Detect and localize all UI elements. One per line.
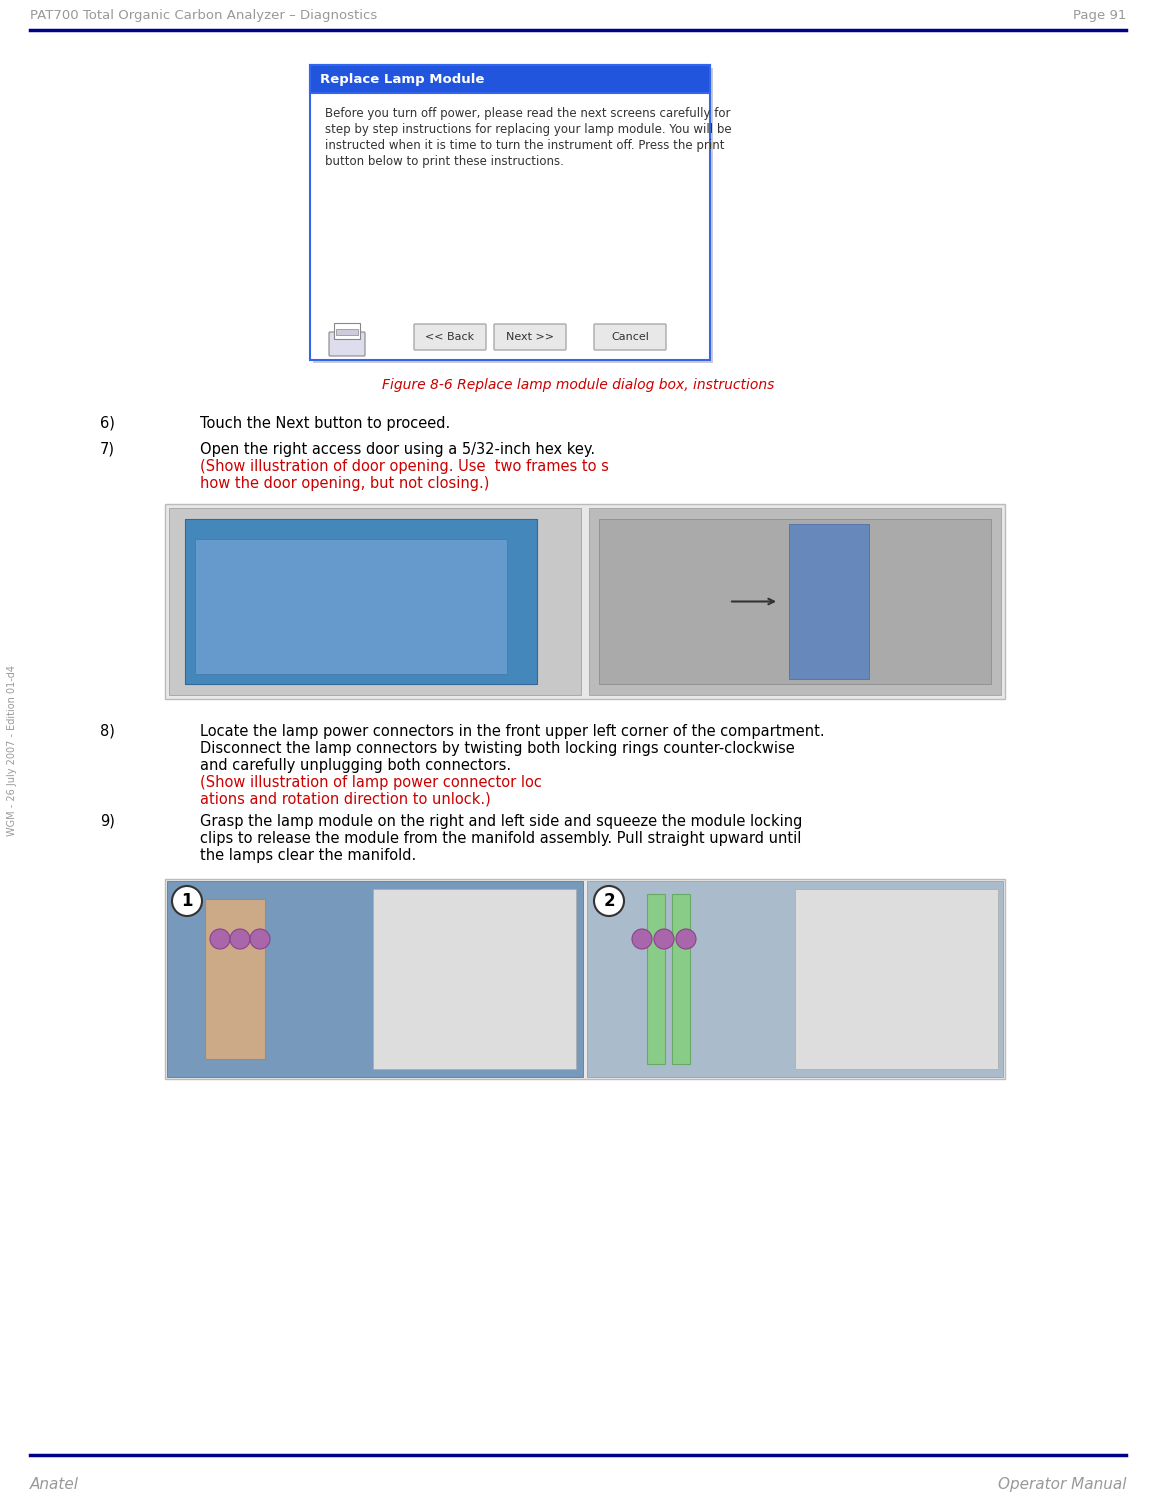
Text: Operator Manual: Operator Manual — [998, 1477, 1126, 1492]
Text: and carefully unplugging both connectors.: and carefully unplugging both connectors… — [200, 758, 516, 773]
Text: how the door opening, but not closing.): how the door opening, but not closing.) — [200, 475, 489, 490]
Bar — [313, 67, 713, 363]
Bar — [169, 508, 581, 695]
Text: Next >>: Next >> — [506, 332, 554, 342]
Bar — [587, 881, 1003, 1076]
Bar — [599, 519, 991, 685]
Bar — [336, 329, 358, 335]
Text: clips to release the module from the manifold assembly. Pull straight upward unt: clips to release the module from the man… — [200, 831, 801, 846]
Text: Figure 8-6 Replace lamp module dialog box, instructions: Figure 8-6 Replace lamp module dialog bo… — [381, 378, 775, 392]
Text: WGM - 26 July 2007 - Edition 01-d4: WGM - 26 July 2007 - Edition 01-d4 — [7, 664, 17, 836]
Text: Touch the Next button to proceed.: Touch the Next button to proceed. — [200, 416, 450, 431]
Circle shape — [676, 928, 696, 949]
Bar — [195, 540, 507, 674]
Text: instructed when it is time to turn the instrument off. Press the print: instructed when it is time to turn the i… — [325, 139, 725, 152]
Circle shape — [654, 928, 674, 949]
Text: the lamps clear the manifold.: the lamps clear the manifold. — [200, 848, 416, 863]
Bar — [205, 898, 265, 1058]
Text: Anatel: Anatel — [30, 1477, 79, 1492]
Text: 2: 2 — [603, 893, 615, 910]
Text: button below to print these instructions.: button below to print these instructions… — [325, 155, 564, 167]
Text: Cancel: Cancel — [612, 332, 649, 342]
Text: 9): 9) — [101, 813, 114, 830]
Bar — [165, 879, 1005, 1079]
FancyBboxPatch shape — [329, 332, 365, 356]
Text: Page 91: Page 91 — [1073, 9, 1126, 22]
Text: (Show illustration of lamp power connector loc: (Show illustration of lamp power connect… — [200, 774, 542, 789]
Bar — [590, 508, 1001, 695]
Bar — [165, 504, 1005, 700]
Text: 1: 1 — [181, 893, 193, 910]
Text: 6): 6) — [101, 416, 114, 431]
Text: Before you turn off power, please read the next screens carefully for: Before you turn off power, please read t… — [325, 108, 731, 120]
Text: Disconnect the lamp connectors by twisting both locking rings counter-clockwise: Disconnect the lamp connectors by twisti… — [200, 742, 795, 756]
Circle shape — [632, 928, 652, 949]
Circle shape — [210, 928, 230, 949]
Text: << Back: << Back — [425, 332, 475, 342]
Bar — [310, 64, 710, 360]
Text: Replace Lamp Module: Replace Lamp Module — [320, 72, 484, 85]
Circle shape — [172, 887, 202, 916]
Text: Open the right access door using a 5/32-inch hex key.: Open the right access door using a 5/32-… — [200, 443, 600, 457]
Bar — [795, 890, 998, 1069]
Text: Grasp the lamp module on the right and left side and squeeze the module locking: Grasp the lamp module on the right and l… — [200, 813, 802, 830]
Bar — [647, 894, 665, 1064]
Bar — [790, 525, 869, 679]
Text: (Show illustration of door opening. Use  two frames to s: (Show illustration of door opening. Use … — [200, 459, 609, 474]
Bar — [672, 894, 690, 1064]
Bar — [310, 64, 710, 93]
Circle shape — [230, 928, 250, 949]
Bar — [166, 881, 583, 1076]
Text: Locate the lamp power connectors in the front upper left corner of the compartme: Locate the lamp power connectors in the … — [200, 724, 824, 739]
Text: step by step instructions for replacing your lamp module. You will be: step by step instructions for replacing … — [325, 123, 732, 136]
Text: ations and rotation direction to unlock.): ations and rotation direction to unlock.… — [200, 792, 491, 807]
Circle shape — [250, 928, 271, 949]
Text: PAT700 Total Organic Carbon Analyzer – Diagnostics: PAT700 Total Organic Carbon Analyzer – D… — [30, 9, 377, 22]
Circle shape — [594, 887, 624, 916]
Bar — [185, 519, 538, 685]
FancyBboxPatch shape — [414, 324, 486, 350]
Text: 7): 7) — [101, 443, 114, 457]
Bar — [373, 890, 576, 1069]
Text: 8): 8) — [101, 724, 114, 739]
Bar — [334, 323, 360, 339]
FancyBboxPatch shape — [494, 324, 566, 350]
FancyBboxPatch shape — [594, 324, 666, 350]
